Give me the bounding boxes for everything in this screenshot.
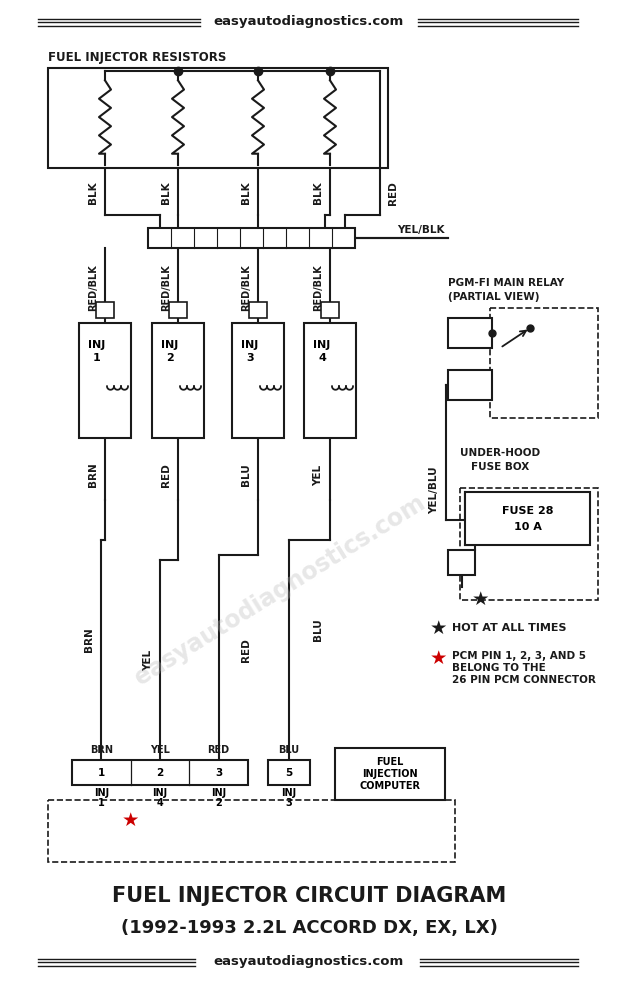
Text: RED: RED [161, 463, 171, 487]
Bar [148, 228, 355, 248]
Text: YEL/BLU: YEL/BLU [429, 466, 439, 514]
Text: 2: 2 [156, 768, 164, 778]
Text: FUEL: FUEL [376, 757, 404, 767]
Text: BRN: BRN [84, 628, 95, 652]
Bar [448, 370, 492, 400]
Text: PGM-FI MAIN RELAY: PGM-FI MAIN RELAY [448, 278, 564, 288]
Text: 2: 2 [166, 353, 174, 363]
Bar [460, 488, 598, 600]
Text: RED: RED [208, 745, 230, 755]
Text: INJ: INJ [94, 788, 109, 798]
Text: YEL: YEL [313, 464, 323, 486]
Text: BLU: BLU [313, 619, 323, 641]
Text: RED: RED [388, 181, 398, 205]
Bar [152, 323, 204, 438]
Text: INJ: INJ [211, 788, 226, 798]
Text: INJ: INJ [313, 340, 331, 350]
Bar [304, 323, 356, 438]
Text: INJ: INJ [242, 340, 258, 350]
Bar [249, 302, 267, 318]
Text: BLK: BLK [313, 182, 323, 204]
Text: (PARTIAL VIEW): (PARTIAL VIEW) [448, 292, 540, 302]
Text: FUEL INJECTOR CIRCUIT DIAGRAM: FUEL INJECTOR CIRCUIT DIAGRAM [112, 886, 506, 906]
Text: (1992-1993 2.2L ACCORD DX, EX, LX): (1992-1993 2.2L ACCORD DX, EX, LX) [121, 919, 497, 937]
Text: RED/BLK: RED/BLK [313, 265, 323, 311]
Text: 1: 1 [93, 353, 101, 363]
Bar [72, 760, 248, 785]
Text: BRN: BRN [88, 463, 98, 487]
Text: YEL: YEL [143, 649, 153, 671]
Bar [268, 760, 310, 785]
Text: RED/BLK: RED/BLK [161, 265, 171, 311]
Bar [448, 318, 492, 348]
Text: PCM PIN 1, 2, 3, AND 5: PCM PIN 1, 2, 3, AND 5 [452, 651, 586, 661]
Text: BELONG TO THE: BELONG TO THE [452, 663, 546, 673]
Text: BLU: BLU [279, 745, 300, 755]
Text: YEL: YEL [150, 745, 170, 755]
Text: easyautodiagnostics.com: easyautodiagnostics.com [214, 956, 404, 968]
Text: easyautodiagnostics.com: easyautodiagnostics.com [214, 15, 404, 28]
Text: RED/BLK: RED/BLK [241, 265, 251, 311]
Bar [96, 302, 114, 318]
Text: INJ: INJ [161, 340, 179, 350]
Text: 2: 2 [215, 798, 222, 808]
Text: INJECTION: INJECTION [362, 769, 418, 779]
Text: FUSE BOX: FUSE BOX [471, 462, 529, 472]
Bar [232, 323, 284, 438]
Text: 3: 3 [215, 768, 222, 778]
Text: 5: 5 [286, 768, 293, 778]
Bar [448, 550, 475, 575]
Text: BRN: BRN [90, 745, 113, 755]
Text: HOT AT ALL TIMES: HOT AT ALL TIMES [452, 623, 567, 633]
Text: INJ: INJ [281, 788, 297, 798]
Text: 26 PIN PCM CONNECTOR: 26 PIN PCM CONNECTOR [452, 675, 596, 685]
Text: 1: 1 [98, 798, 104, 808]
Text: UNDER-HOOD: UNDER-HOOD [460, 448, 540, 458]
Text: BLK: BLK [161, 182, 171, 204]
Text: INJ: INJ [153, 788, 167, 798]
Bar [48, 68, 388, 168]
Text: YEL/BLK: YEL/BLK [397, 225, 445, 235]
Text: BLU: BLU [241, 464, 251, 486]
Bar [465, 492, 590, 545]
Text: ★: ★ [472, 590, 489, 609]
Text: ★: ★ [122, 810, 140, 830]
Text: 3: 3 [286, 798, 292, 808]
Text: COMPUTER: COMPUTER [360, 781, 420, 791]
Bar [321, 302, 339, 318]
Text: ★: ★ [430, 648, 447, 668]
Text: BLK: BLK [88, 182, 98, 204]
Text: FUEL INJECTOR RESISTORS: FUEL INJECTOR RESISTORS [48, 50, 226, 64]
Text: INJ: INJ [88, 340, 106, 350]
Text: FUSE 28: FUSE 28 [502, 506, 553, 516]
Bar [169, 302, 187, 318]
Bar [48, 800, 455, 862]
Text: BLK: BLK [241, 182, 251, 204]
Text: 10 A: 10 A [514, 522, 541, 532]
Text: ★: ★ [430, 618, 447, 638]
Text: 3: 3 [246, 353, 254, 363]
Text: RED: RED [241, 638, 251, 662]
Bar [335, 748, 445, 800]
Text: easyautodiagnostics.com: easyautodiagnostics.com [130, 490, 430, 690]
Text: 4: 4 [318, 353, 326, 363]
Bar [79, 323, 131, 438]
Text: 1: 1 [98, 768, 105, 778]
Text: 4: 4 [156, 798, 163, 808]
Bar [490, 308, 598, 418]
Text: RED/BLK: RED/BLK [88, 265, 98, 311]
